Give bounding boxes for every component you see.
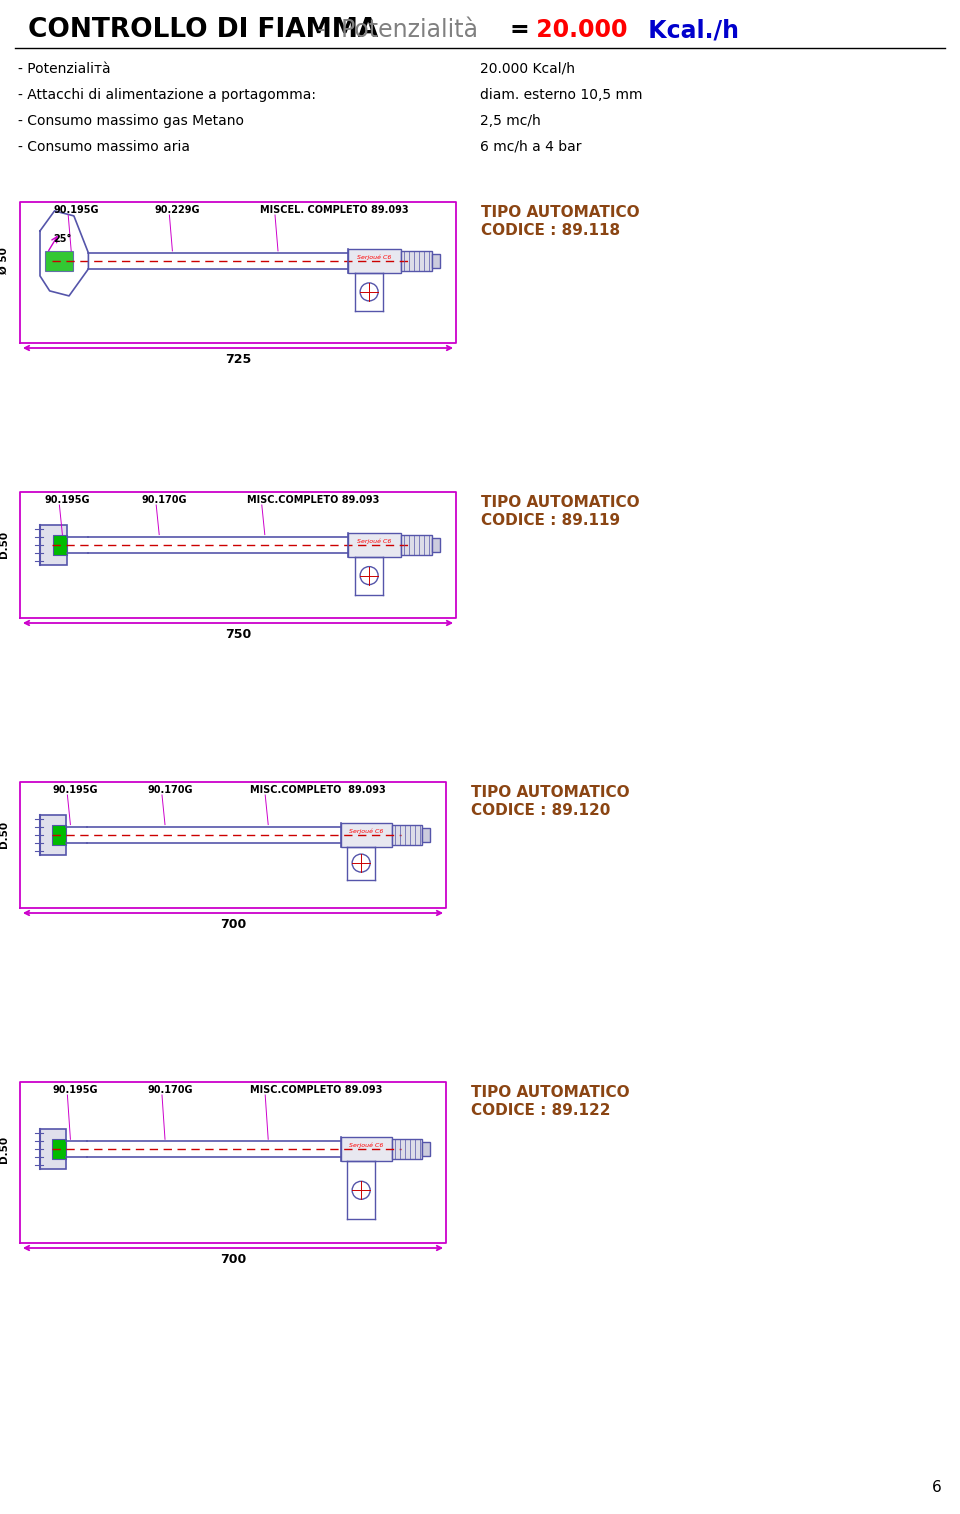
Text: TIPO AUTOMATICO: TIPO AUTOMATICO bbox=[481, 204, 639, 220]
Text: CODICE : 89.118: CODICE : 89.118 bbox=[481, 223, 620, 238]
Text: 90.170G: 90.170G bbox=[147, 784, 193, 795]
Bar bbox=[392, 1140, 422, 1160]
Text: 750: 750 bbox=[225, 628, 252, 640]
Text: 90.195G: 90.195G bbox=[53, 204, 99, 215]
Bar bbox=[53, 534, 66, 554]
Text: 90.229G: 90.229G bbox=[155, 204, 200, 215]
Bar bbox=[52, 1140, 65, 1160]
Bar bbox=[422, 828, 430, 842]
Text: CONTROLLO DI FIAMMA: CONTROLLO DI FIAMMA bbox=[28, 17, 378, 42]
Text: 90.195G: 90.195G bbox=[53, 784, 98, 795]
Text: -  Potenzialità: - Potenzialità bbox=[310, 18, 486, 42]
Text: 20.000: 20.000 bbox=[528, 18, 628, 42]
Text: diam. esterno 10,5 mm: diam. esterno 10,5 mm bbox=[480, 88, 642, 101]
Bar bbox=[348, 248, 401, 273]
Text: - Consumo massimo aria: - Consumo massimo aria bbox=[18, 139, 190, 154]
Bar bbox=[348, 533, 401, 557]
Text: 2,5 mc/h: 2,5 mc/h bbox=[480, 114, 540, 129]
Bar bbox=[40, 524, 66, 565]
Text: CODICE : 89.119: CODICE : 89.119 bbox=[481, 513, 620, 528]
Bar bbox=[341, 822, 392, 846]
Text: 20.000 Kcal/h: 20.000 Kcal/h bbox=[480, 62, 575, 76]
Text: Serjoué C6: Serjoué C6 bbox=[349, 1143, 383, 1148]
Text: D.50: D.50 bbox=[0, 531, 9, 559]
Text: Kcal./h: Kcal./h bbox=[640, 18, 739, 42]
Bar bbox=[432, 537, 440, 551]
Text: D.50: D.50 bbox=[0, 1136, 9, 1163]
Bar bbox=[45, 251, 73, 271]
Text: 725: 725 bbox=[225, 353, 252, 366]
Text: MISC.COMPLETO  89.093: MISC.COMPLETO 89.093 bbox=[251, 784, 386, 795]
Text: Serjoué C6: Serjoué C6 bbox=[357, 254, 392, 260]
Bar bbox=[341, 1137, 392, 1161]
Text: 90.170G: 90.170G bbox=[147, 1086, 193, 1095]
Text: CODICE : 89.120: CODICE : 89.120 bbox=[471, 802, 611, 818]
Text: 6 mc/h a 4 bar: 6 mc/h a 4 bar bbox=[480, 139, 582, 154]
Bar bbox=[52, 825, 65, 845]
Text: TIPO AUTOMATICO: TIPO AUTOMATICO bbox=[471, 784, 630, 799]
Text: 90.195G: 90.195G bbox=[44, 495, 90, 506]
Bar bbox=[392, 825, 422, 845]
Text: TIPO AUTOMATICO: TIPO AUTOMATICO bbox=[471, 1086, 630, 1101]
Text: MISCEL. COMPLETO 89.093: MISCEL. COMPLETO 89.093 bbox=[260, 204, 409, 215]
Text: MISC.COMPLETO 89.093: MISC.COMPLETO 89.093 bbox=[247, 495, 379, 506]
Text: 700: 700 bbox=[220, 917, 246, 931]
Bar bbox=[422, 1142, 430, 1157]
Text: CODICE : 89.122: CODICE : 89.122 bbox=[471, 1104, 611, 1117]
Bar bbox=[401, 251, 432, 271]
Text: Ø 50: Ø 50 bbox=[0, 247, 9, 274]
Text: Serjoué C6: Serjoué C6 bbox=[357, 537, 392, 544]
Text: 25°: 25° bbox=[54, 233, 72, 244]
Bar bbox=[432, 254, 440, 268]
Text: - Consumo massimo gas Metano: - Consumo massimo gas Metano bbox=[18, 114, 244, 129]
Text: D.50: D.50 bbox=[0, 821, 9, 848]
Bar bbox=[401, 534, 432, 554]
Text: TIPO AUTOMATICO: TIPO AUTOMATICO bbox=[481, 495, 639, 510]
Bar bbox=[39, 815, 65, 854]
Text: 90.195G: 90.195G bbox=[53, 1086, 98, 1095]
Text: MISC.COMPLETO 89.093: MISC.COMPLETO 89.093 bbox=[251, 1086, 383, 1095]
Text: =: = bbox=[510, 18, 530, 42]
Text: - Potenzialiтà: - Potenzialiтà bbox=[18, 62, 110, 76]
Text: 90.170G: 90.170G bbox=[141, 495, 186, 506]
Text: 700: 700 bbox=[220, 1254, 246, 1266]
Bar bbox=[39, 1129, 65, 1169]
Text: Serjoué C6: Serjoué C6 bbox=[349, 828, 383, 834]
Text: 6: 6 bbox=[932, 1481, 942, 1494]
Text: - Attacchi di alimentazione a portagomma:: - Attacchi di alimentazione a portagomma… bbox=[18, 88, 316, 101]
